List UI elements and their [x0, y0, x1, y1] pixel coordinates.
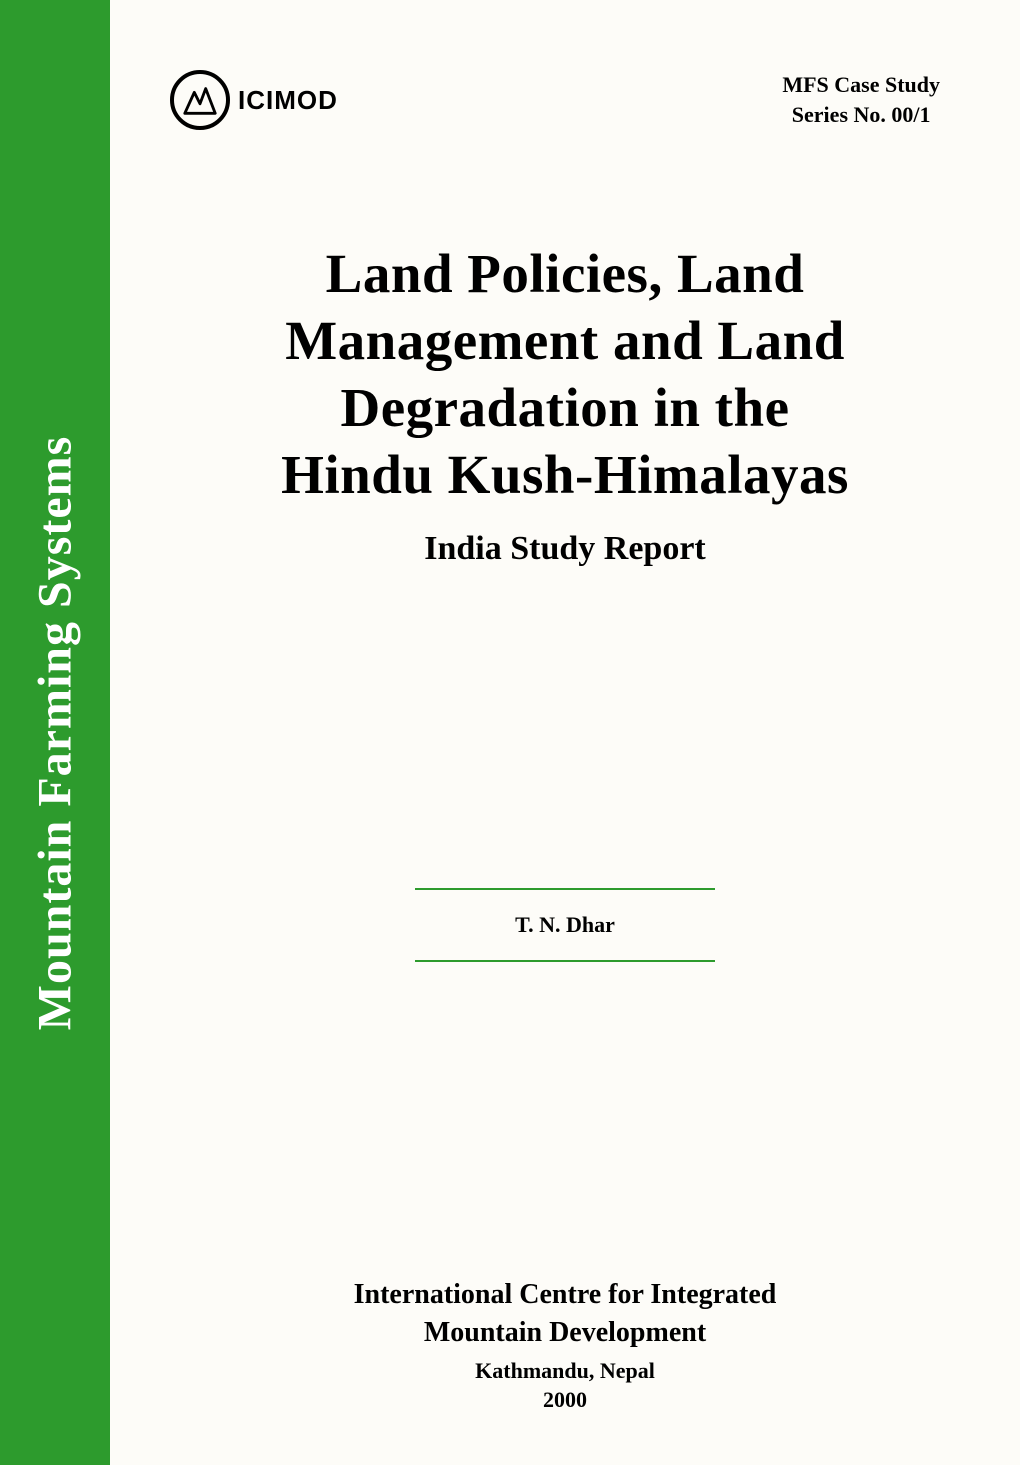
title-line-4: Hindu Kush-Himalayas [140, 441, 990, 508]
publisher-block: International Centre for Integrated Moun… [110, 1276, 1020, 1415]
author-name: T. N. Dhar [415, 890, 715, 960]
spine-series-title: Mountain Farming Systems [28, 435, 83, 1030]
divider-line [415, 960, 715, 962]
publication-year: 2000 [110, 1385, 1020, 1415]
publisher-logo-text: ICIMOD [238, 85, 338, 116]
icimod-logo-icon [170, 70, 230, 130]
author-block: T. N. Dhar [415, 888, 715, 962]
publisher-city: Kathmandu, Nepal [110, 1356, 1020, 1386]
publisher-name-line-2: Mountain Development [110, 1314, 1020, 1352]
header-row: ICIMOD MFS Case Study Series No. 00/1 [110, 0, 1020, 130]
spine-strip: Mountain Farming Systems [0, 0, 110, 1465]
publisher-logo: ICIMOD [170, 70, 338, 130]
title-line-1: Land Policies, Land [140, 240, 990, 307]
series-line-2: Series No. 00/1 [782, 100, 940, 130]
document-title: Land Policies, Land Management and Land … [110, 130, 1020, 508]
series-number: MFS Case Study Series No. 00/1 [782, 70, 940, 129]
publisher-name-line-1: International Centre for Integrated [110, 1276, 1020, 1314]
document-subtitle: India Study Report [110, 530, 1020, 568]
cover-page: ICIMOD MFS Case Study Series No. 00/1 La… [110, 0, 1020, 1465]
title-line-2: Management and Land [140, 307, 990, 374]
series-line-1: MFS Case Study [782, 70, 940, 100]
title-line-3: Degradation in the [140, 374, 990, 441]
